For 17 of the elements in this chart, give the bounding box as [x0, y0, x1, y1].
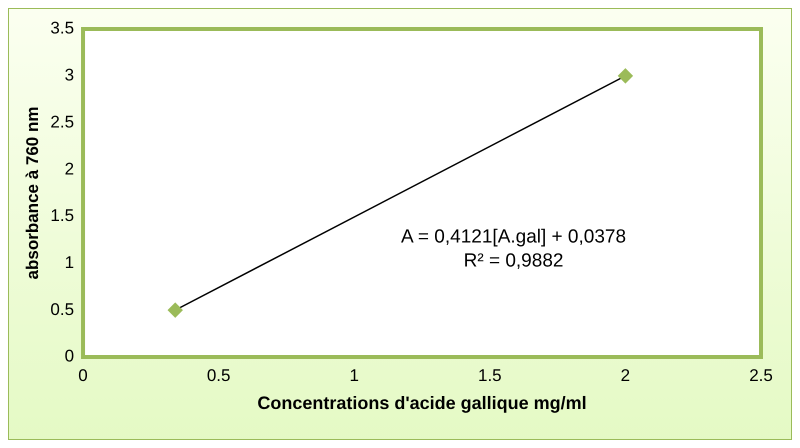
x-tick-label: 1 — [349, 366, 359, 385]
y-tick-label: 0 — [64, 346, 74, 366]
x-tick-label: 2.5 — [749, 366, 773, 385]
x-tick-label: 0 — [78, 366, 88, 385]
y-tick-label: 3.5 — [50, 18, 74, 38]
x-tick-label: 2 — [620, 366, 630, 385]
y-tick-label: 0.5 — [50, 300, 74, 319]
y-tick-label: 1.5 — [50, 206, 74, 226]
x-tick-label: 1.5 — [478, 366, 502, 385]
x-axis-title: Concentrations d'acide gallique mg/ml — [257, 393, 587, 414]
x-tick-label: 0.5 — [206, 366, 230, 385]
annotation: A = 0,4121[A.gal] + 0,0378 R² = 0,9882 — [401, 226, 626, 272]
y-tick-label: 2 — [64, 159, 74, 178]
y-tick-label: 1 — [64, 252, 74, 272]
y-axis-title: absorbance à 760 nm — [22, 106, 42, 280]
y-tick-label: 3 — [64, 66, 74, 85]
y-tick-label: 2.5 — [50, 112, 74, 132]
